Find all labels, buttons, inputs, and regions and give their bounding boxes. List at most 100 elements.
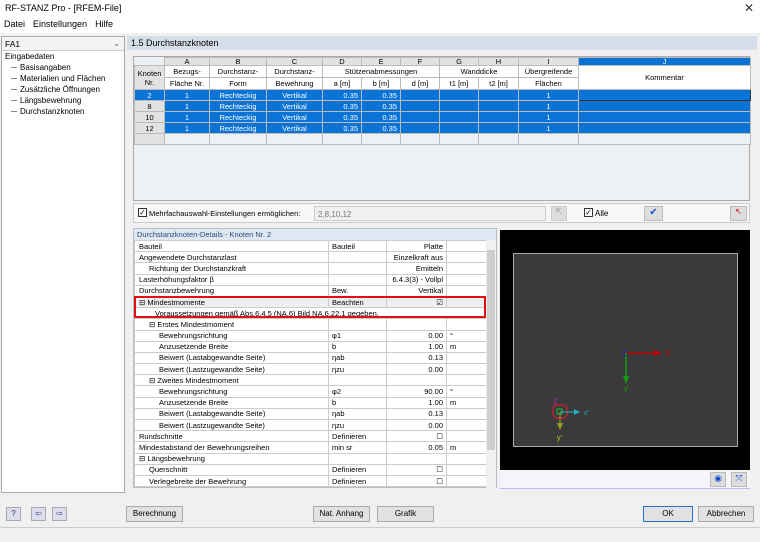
detail-row[interactable]: Lasterhöhungsfaktor β 6.4.3(3) - Vollpl <box>134 273 488 286</box>
detail-value[interactable]: 1.00 <box>386 340 447 353</box>
cell-f[interactable] <box>400 111 440 123</box>
cell-c[interactable]: Vertikal <box>266 89 323 101</box>
cell-d[interactable]: 0.35 <box>322 111 362 123</box>
detail-value[interactable]: 0.13 <box>386 407 447 421</box>
menu-einstellungen[interactable]: Einstellungen <box>33 19 88 29</box>
cell-a[interactable]: 1 <box>164 89 210 101</box>
cell-i[interactable]: 1 <box>518 100 579 112</box>
detail-value[interactable]: Emitteln <box>386 262 447 275</box>
nav-materialien[interactable]: Materialien und Flächen <box>2 73 124 84</box>
scroll-thumb[interactable] <box>487 250 495 450</box>
cell-f[interactable] <box>400 89 440 101</box>
col-letter[interactable]: G <box>439 57 479 66</box>
cell-g[interactable] <box>439 100 479 112</box>
cell-j[interactable] <box>578 100 751 112</box>
cell-f[interactable] <box>400 100 440 112</box>
detail-row[interactable]: Bewehrungsrichtung φ2 90.00 ° <box>134 385 488 398</box>
detail-row[interactable]: Richtung der Durchstanzkraft Emitteln <box>134 262 488 275</box>
nav-oeffnungen[interactable]: Zusätzliche Öffnungen <box>2 84 124 95</box>
cell-a[interactable]: 1 <box>164 111 210 123</box>
multi-select-checkbox[interactable]: ✓ <box>138 208 147 217</box>
col-letter[interactable]: A <box>164 57 210 66</box>
cell-a[interactable]: 1 <box>164 122 210 134</box>
detail-value[interactable]: ☐ <box>386 430 447 443</box>
detail-value[interactable]: 90.00 <box>386 385 447 398</box>
cell-j[interactable] <box>578 89 751 101</box>
detail-value[interactable]: 6.4.3(3) - Vollpl <box>386 273 447 286</box>
cell-e[interactable]: 0.35 <box>361 122 401 134</box>
detail-row[interactable]: Bewehrungsrichtung φ1 0.00 ° <box>134 329 488 342</box>
detail-row[interactable]: ⊟ Mindestmomente Beachten ☑ <box>134 295 488 309</box>
cell-e[interactable]: 0.35 <box>361 100 401 112</box>
grafik-button[interactable]: Grafik <box>377 506 434 522</box>
cell-c[interactable]: Vertikal <box>266 111 323 123</box>
col-letter[interactable]: C <box>266 57 323 66</box>
cell-e[interactable]: 0.35 <box>361 89 401 101</box>
cell-h[interactable] <box>478 111 519 123</box>
row-number[interactable]: 12 <box>134 122 165 134</box>
export-icon[interactable]: ⇨ <box>52 507 67 521</box>
col-letter[interactable]: F <box>400 57 440 66</box>
zoom-reset-icon[interactable]: ⤧ <box>731 472 747 487</box>
cell-f[interactable] <box>400 122 440 134</box>
cell-i[interactable]: 1 <box>518 122 579 134</box>
detail-value[interactable]: Einzelkraft aus <box>386 251 447 264</box>
table-row[interactable]: 12 1 Rechteckig Vertikal 0.35 0.35 1 <box>134 122 751 134</box>
cell-h[interactable] <box>478 122 519 134</box>
detail-value[interactable] <box>386 374 447 387</box>
help-icon[interactable]: ? <box>6 507 21 521</box>
detail-value[interactable] <box>386 452 447 465</box>
detail-row[interactable]: Mindestabstand der Bewehrungsreihen min s… <box>134 441 488 454</box>
col-letter[interactable]: J <box>578 57 751 66</box>
cell-d[interactable]: 0.35 <box>322 89 362 101</box>
nav-laengsbewehrung[interactable]: Längsbewehrung <box>2 95 124 106</box>
detail-value[interactable]: 0.00 <box>386 418 447 432</box>
detail-row[interactable]: Beiwert (Lastzugewandte Seite) ηzu 0.00 <box>134 363 488 376</box>
col-letter[interactable]: I <box>518 57 579 66</box>
all-checkbox[interactable]: ✓ <box>584 208 593 217</box>
detail-value[interactable]: 0.13 <box>386 351 447 365</box>
import-icon[interactable]: ⇦ <box>31 507 46 521</box>
cell-d[interactable]: 0.35 <box>322 100 362 112</box>
detail-row[interactable]: ⊟ Längsbewehrung <box>134 452 488 465</box>
close-icon[interactable]: ✕ <box>743 1 754 15</box>
detail-row[interactable]: Anzusetzende Breite b 1.00 m <box>134 340 488 353</box>
detail-row[interactable]: Bauteil Bauteil Platte <box>134 239 488 253</box>
row-number[interactable]: 10 <box>134 111 165 123</box>
apply-check-icon[interactable]: ✔ <box>644 206 663 221</box>
col-letter[interactable]: H <box>478 57 519 66</box>
detail-value[interactable]: 1.00 <box>386 396 447 409</box>
cell-j[interactable] <box>578 111 751 123</box>
cell-b[interactable]: Rechteckig <box>209 100 267 112</box>
detail-value[interactable]: 0.00 <box>386 363 447 376</box>
detail-row[interactable]: Querschnitt Definieren ☐ <box>134 463 488 476</box>
tree-root[interactable]: Eingabedaten <box>5 52 55 61</box>
col-letter[interactable]: B <box>209 57 267 66</box>
cell-c[interactable]: Vertikal <box>266 100 323 112</box>
detail-value[interactable]: Platte <box>386 239 447 253</box>
cell-b[interactable]: Rechteckig <box>209 89 267 101</box>
detail-value[interactable]: ☐ <box>386 463 447 476</box>
cell-g[interactable] <box>439 89 479 101</box>
cell-j[interactable] <box>578 122 751 134</box>
cell-b[interactable]: Rechteckig <box>209 122 267 134</box>
select-pointer-icon[interactable]: ↖ <box>730 206 747 221</box>
table-row[interactable]: 10 1 Rechteckig Vertikal 0.35 0.35 1 <box>134 111 751 123</box>
detail-row[interactable]: Beiwert (Lastzugewandte Seite) ηzu 0.00 <box>134 418 488 432</box>
detail-value[interactable]: Vertikal <box>386 284 447 297</box>
detail-value[interactable]: 0.00 <box>386 329 447 342</box>
table-row[interactable]: 2 1 Rechteckig Vertikal 0.35 0.35 1 <box>134 89 751 101</box>
cell-a[interactable]: 1 <box>164 100 210 112</box>
detail-row[interactable]: Angewendete Durchstanzlast Einzelkraft au… <box>134 251 488 264</box>
detail-row[interactable]: ⊟ Erstes Mindestmoment <box>134 318 488 331</box>
cell-c[interactable]: Vertikal <box>266 122 323 134</box>
cell-g[interactable] <box>439 111 479 123</box>
col-letter[interactable]: D <box>322 57 362 66</box>
detail-row[interactable]: Durchstanzbewehrung Bew. Vertikal <box>134 284 488 297</box>
detail-value[interactable]: ☐ <box>386 474 447 488</box>
row-number[interactable]: 8 <box>134 100 165 112</box>
load-case-dropdown[interactable]: FA1 ⌄ <box>2 37 124 51</box>
detail-value[interactable] <box>386 318 447 331</box>
cell-e[interactable]: 0.35 <box>361 111 401 123</box>
cell-h[interactable] <box>478 89 519 101</box>
